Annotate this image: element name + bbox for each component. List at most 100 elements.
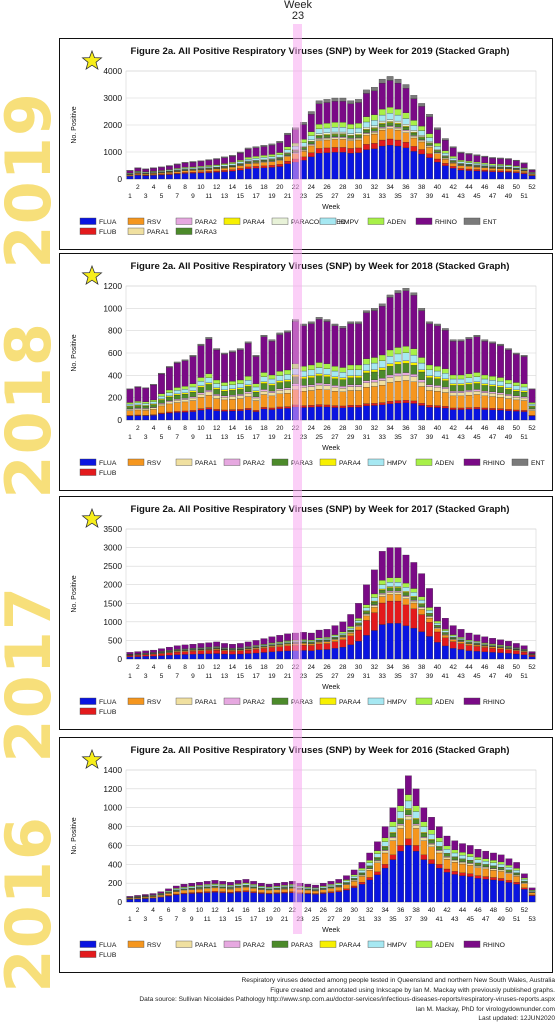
bar-segment-rsv (397, 828, 404, 846)
bar-segment-hmpv (465, 640, 473, 643)
bar-segment-flua (158, 413, 165, 421)
bar-segment-hmpv (402, 587, 410, 592)
bar-segment-flua (134, 656, 142, 660)
bar-segment-rhino (323, 629, 331, 638)
chart-title: Figure 2a. All Positive Respiratory Viru… (131, 261, 510, 272)
x-tick-label: 15 (237, 673, 245, 680)
x-tick-label: 7 (175, 193, 179, 200)
bar-segment-flub (386, 600, 394, 624)
bar-segment-ent (457, 339, 465, 342)
bar-week-10 (197, 160, 205, 180)
bar-segment-paracombined (434, 149, 441, 151)
bar-segment-rsv (229, 399, 236, 410)
legend-label-ent: ENT (531, 460, 545, 467)
bar-week-35 (394, 290, 402, 421)
legend-swatch-para1 (127, 227, 145, 235)
footer-line-5: Last updated: 12JUN2020 (478, 1015, 555, 1022)
x-tick-label: 36 (402, 664, 410, 671)
bar-segment-aden (505, 865, 513, 868)
bar-week-15 (236, 151, 244, 180)
bar-segment-para2 (173, 398, 181, 401)
bar-segment-para4 (347, 375, 355, 378)
bar-week-38 (418, 573, 426, 660)
bar-segment-para1 (481, 392, 489, 397)
bar-segment-flua (268, 409, 276, 421)
bar-segment-rsv (181, 650, 189, 652)
bar-week-40 (428, 817, 435, 903)
bar-segment-para1 (213, 395, 221, 399)
bar-segment-para3 (371, 371, 378, 380)
bar-segment-rsv (173, 402, 181, 412)
bar-segment-rsv (205, 649, 213, 651)
bar-segment-rsv (512, 169, 520, 172)
bar-segment-flua (371, 405, 378, 421)
bar-segment-para3 (229, 390, 236, 396)
bar-segment-aden (465, 373, 473, 378)
x-tick-label: 9 (191, 193, 195, 200)
bar-segment-rhino (229, 156, 236, 163)
x-tick-label: 38 (418, 664, 426, 671)
x-tick-label: 31 (358, 916, 366, 923)
bar-segment-hmpv (386, 581, 394, 587)
bar-segment-para1 (513, 874, 520, 877)
bar-segment-rsv (386, 128, 394, 140)
bar-segment-rsv (520, 170, 528, 173)
bar-segment-aden (331, 634, 339, 637)
bar-segment-hmpv (134, 402, 142, 406)
bar-week-5 (158, 166, 165, 180)
bar-segment-rhino (402, 88, 410, 113)
bar-segment-rhino (211, 880, 219, 884)
x-tick-label: 45 (473, 193, 481, 200)
bar-segment-rsv (420, 840, 428, 855)
bar-segment-ent (315, 100, 323, 104)
bar-segment-rhino (258, 883, 265, 887)
bar-week-15 (236, 348, 244, 421)
bar-segment-rsv (165, 893, 172, 896)
bar-segment-para1 (347, 632, 355, 634)
bar-segment-hmpv (513, 870, 520, 873)
bar-segment-flub (150, 654, 157, 657)
bar-segment-ent (268, 339, 276, 342)
bar-segment-aden (441, 629, 449, 631)
x-tick-label: 31 (363, 193, 371, 200)
bar-segment-flua (363, 405, 370, 421)
bar-segment-ent (173, 361, 181, 364)
bar-segment-flub (418, 403, 426, 406)
bar-segment-flua (258, 893, 265, 903)
bar-segment-flua (205, 409, 213, 421)
bar-segment-para3 (528, 406, 536, 409)
bar-segment-rhino (394, 292, 402, 348)
bar-segment-rsv (126, 410, 134, 416)
bar-segment-para1 (457, 392, 465, 397)
bar-week-48 (497, 343, 504, 421)
bar-segment-para3 (343, 882, 350, 884)
bar-week-39 (426, 114, 433, 180)
legend-swatch-para4 (319, 940, 337, 948)
bar-segment-para3 (410, 132, 418, 136)
bar-segment-hmpv (227, 886, 234, 888)
bar-segment-rsv (497, 871, 505, 879)
bar-segment-paracombined (284, 152, 291, 154)
chart-title: Figure 2a. All Positive Respiratory Viru… (131, 46, 510, 57)
bar-segment-para3 (465, 384, 473, 391)
bar-segment-para1 (441, 388, 449, 393)
bar-segment-aden (449, 374, 457, 380)
bar-segment-para3 (315, 640, 323, 642)
bar-segment-rsv (339, 139, 347, 148)
bar-segment-aden (386, 577, 394, 583)
bar-segment-flua (459, 875, 466, 903)
bar-segment-para2 (268, 390, 276, 393)
bar-segment-hmpv (166, 392, 173, 397)
bar-segment-aden (142, 401, 150, 404)
bar-segment-para4 (412, 818, 420, 820)
x-tick-label: 9 (190, 916, 194, 923)
bar-segment-para3 (284, 153, 291, 156)
bar-week-12 (213, 348, 221, 421)
bar-segment-hmpv (418, 130, 426, 136)
bar-segment-para2 (402, 129, 410, 131)
bar-segment-flub (273, 892, 281, 894)
bar-segment-rhino (197, 345, 205, 378)
bar-segment-hmpv (180, 887, 188, 889)
bar-segment-para4 (268, 383, 276, 386)
bar-segment-flua (481, 409, 489, 421)
